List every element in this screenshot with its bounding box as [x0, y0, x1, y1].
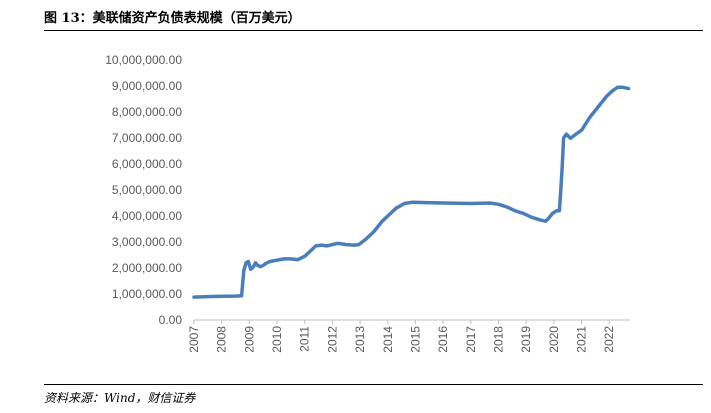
y-tick-label: 3,000,000.00 [112, 235, 182, 249]
y-tick-label: 7,000,000.00 [112, 131, 182, 145]
source-note: 资料来源：Wind，财信证券 [44, 391, 196, 405]
x-tick-label: 2020 [547, 326, 561, 353]
y-axis: 0.00 1,000,000.00 2,000,000.00 3,000,000.00… [105, 53, 182, 327]
x-tick-label: 2018 [492, 326, 506, 353]
y-tick-label: 2,000,000.00 [112, 261, 182, 275]
y-tick-label: 8,000,000.00 [112, 105, 182, 119]
source-rule [44, 384, 703, 385]
x-tick-label: 2013 [353, 326, 367, 353]
y-tick-label: 9,000,000.00 [112, 79, 182, 93]
y-tick-label: 10,000,000.00 [105, 53, 182, 67]
x-tick-label: 2022 [602, 326, 616, 353]
x-tick-label: 2007 [187, 326, 201, 353]
y-tick-label: 5,000,000.00 [112, 183, 182, 197]
balance-sheet-line [192, 85, 631, 299]
title-rule [44, 30, 703, 31]
x-axis: 2007 2008 2009 2010 2011 2012 2013 2014 2015 2016… [187, 319, 630, 353]
figure-title: 图 13：美联储资产负债表规模（百万美元） [44, 11, 301, 26]
x-tick-label: 2011 [298, 326, 312, 352]
x-tick-label: 2021 [575, 326, 589, 353]
series-group [192, 85, 631, 299]
y-tick-label: 1,000,000.00 [112, 287, 182, 301]
x-tick-label: 2019 [519, 326, 533, 353]
y-tick-label: 6,000,000.00 [112, 157, 182, 171]
x-tick-label: 2016 [436, 326, 450, 353]
x-tick-label: 2012 [325, 326, 339, 353]
y-tick-label: 0.00 [159, 313, 183, 327]
y-tick-label: 4,000,000.00 [112, 209, 182, 223]
x-tick-label: 2014 [381, 326, 395, 353]
x-tick-label: 2015 [408, 326, 422, 353]
x-tick-label: 2010 [270, 326, 284, 353]
x-tick-label: 2009 [242, 326, 256, 353]
x-tick-label: 2008 [215, 326, 229, 353]
x-tick-label: 2017 [464, 326, 478, 353]
